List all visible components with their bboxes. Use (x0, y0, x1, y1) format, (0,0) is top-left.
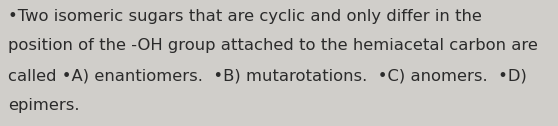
Text: called •A) enantiomers.  •B) mutarotations.  •C) anomers.  •D): called •A) enantiomers. •B) mutarotation… (8, 68, 527, 83)
Text: •Two isomeric sugars that are cyclic and only differ in the: •Two isomeric sugars that are cyclic and… (8, 9, 482, 24)
Text: position of the -OH group attached to the hemiacetal carbon are: position of the -OH group attached to th… (8, 38, 538, 53)
Text: epimers.: epimers. (8, 98, 80, 113)
